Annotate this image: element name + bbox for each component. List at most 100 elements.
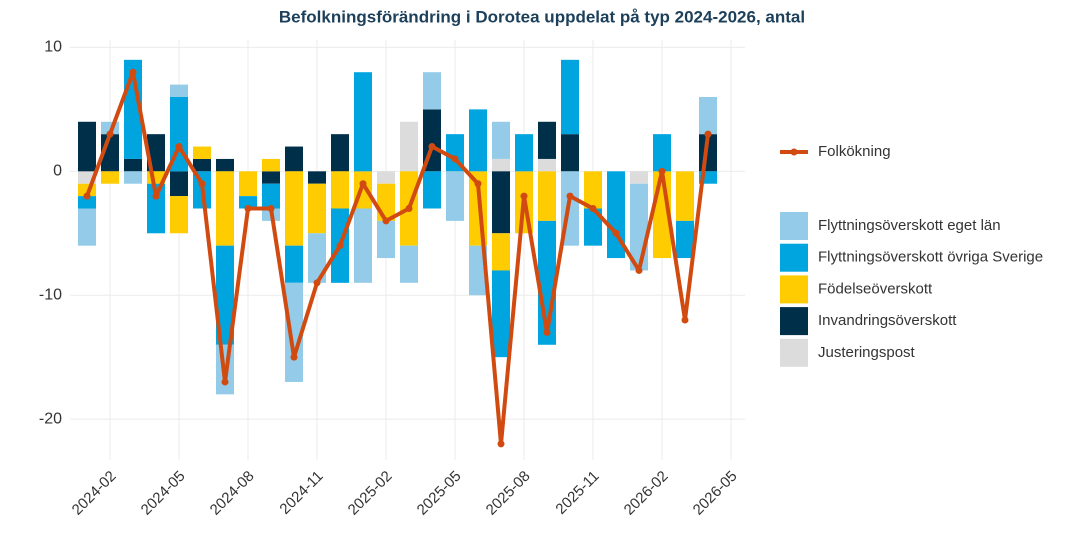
- legend-label: Invandringsöverskott: [818, 312, 957, 329]
- bar-segment: [492, 121, 510, 159]
- bar-segment: [262, 183, 280, 209]
- line-point: [543, 328, 551, 336]
- legend-label: Flyttningsöverskott eget län: [818, 217, 1001, 234]
- x-tick-label: 2025-05: [414, 468, 465, 519]
- line-point: [198, 180, 206, 188]
- x-tick-label: 2025-02: [345, 468, 396, 519]
- bar-segment: [331, 171, 349, 209]
- legend-label: Födelseöverskott: [818, 280, 933, 297]
- y-tick-label: -20: [39, 410, 62, 427]
- bar-segment: [377, 171, 395, 184]
- line-point: [313, 279, 321, 287]
- y-tick-label: -10: [39, 286, 62, 303]
- bar-segment: [584, 171, 602, 209]
- bar-segment: [561, 134, 579, 172]
- line-point: [566, 192, 574, 200]
- bar-segment: [285, 282, 303, 382]
- bar-segment: [492, 270, 510, 358]
- line-point: [704, 130, 712, 138]
- bar-segment: [676, 171, 694, 221]
- bar-segment: [285, 171, 303, 246]
- legend-swatch: [780, 212, 808, 240]
- bar-segment: [492, 233, 510, 271]
- bar-segment: [308, 171, 326, 184]
- chart-title: Befolkningsförändring i Dorotea uppdelat…: [279, 7, 805, 26]
- bar-segment: [630, 171, 648, 184]
- bar-segment: [262, 171, 280, 184]
- line-point: [612, 229, 620, 237]
- bar-segment: [170, 84, 188, 97]
- x-tick-label: 2024-02: [69, 468, 120, 519]
- line-point: [359, 180, 367, 188]
- legend-label: Flyttningsöverskott övriga Sverige: [818, 249, 1043, 266]
- x-tick-label: 2025-11: [552, 468, 602, 518]
- bar-segment: [308, 233, 326, 283]
- legend-swatch: [780, 338, 808, 367]
- x-tick-label: 2024-08: [207, 468, 258, 519]
- bar-segment: [285, 146, 303, 172]
- bar-segment: [607, 171, 625, 259]
- bar-segment: [469, 245, 487, 296]
- x-tick-label: 2025-08: [483, 468, 534, 519]
- bar-segment: [78, 121, 96, 172]
- line-point: [635, 266, 643, 274]
- line-point: [244, 204, 252, 212]
- bar-segment: [308, 183, 326, 234]
- legend-swatch: [780, 243, 808, 272]
- bar-segment: [193, 146, 211, 159]
- line-point: [290, 353, 298, 361]
- bar-segment: [423, 72, 441, 110]
- line-point: [221, 378, 229, 386]
- legend-label: Folkökning: [818, 143, 891, 160]
- bar-segment: [262, 158, 280, 172]
- bar-segment: [78, 196, 96, 209]
- line-point: [474, 180, 482, 188]
- legend-point: [790, 148, 798, 156]
- bar-segment: [561, 59, 579, 135]
- y-tick-label: 0: [53, 163, 62, 180]
- bar-segment: [492, 158, 510, 172]
- line-point: [497, 440, 505, 448]
- bar-segment: [676, 220, 694, 259]
- x-tick-label: 2026-05: [690, 468, 741, 519]
- bar-segment: [78, 208, 96, 246]
- line-point: [336, 242, 344, 250]
- bar-segment: [492, 171, 510, 234]
- bar-segment: [400, 245, 418, 283]
- bar-segment: [285, 245, 303, 283]
- bar-segment: [538, 158, 556, 172]
- x-tick-label: 2024-11: [276, 468, 326, 518]
- bar-segment: [239, 196, 257, 209]
- bar-segment: [699, 96, 717, 135]
- line-point: [681, 316, 689, 324]
- bar-segment: [400, 121, 418, 172]
- line-point: [129, 68, 137, 76]
- bar-segment: [216, 171, 234, 246]
- legend-label: Justeringspost: [818, 344, 916, 361]
- line-point: [267, 204, 275, 212]
- bar-segment: [124, 158, 142, 172]
- bar-segment: [147, 183, 165, 234]
- legend-swatch: [780, 275, 808, 304]
- bar-segment: [354, 208, 372, 283]
- line-point: [175, 143, 183, 151]
- line-point: [520, 192, 528, 200]
- bar-segment: [124, 171, 142, 184]
- bar-segment: [653, 134, 671, 172]
- x-tick-label: 2026-02: [621, 468, 672, 519]
- y-tick-label: 10: [44, 39, 62, 56]
- bar-segment: [469, 109, 487, 172]
- line-point: [451, 155, 459, 163]
- bar-segment: [446, 171, 464, 221]
- bar-segment: [515, 134, 533, 172]
- line-point: [106, 130, 114, 138]
- line-point: [428, 143, 436, 151]
- bar-segment: [216, 245, 234, 345]
- bar-segment: [170, 196, 188, 234]
- bar-segment: [239, 171, 257, 197]
- bar-segment: [331, 134, 349, 172]
- line-point: [152, 192, 160, 200]
- bar-segment: [584, 208, 602, 246]
- line-point: [382, 217, 390, 225]
